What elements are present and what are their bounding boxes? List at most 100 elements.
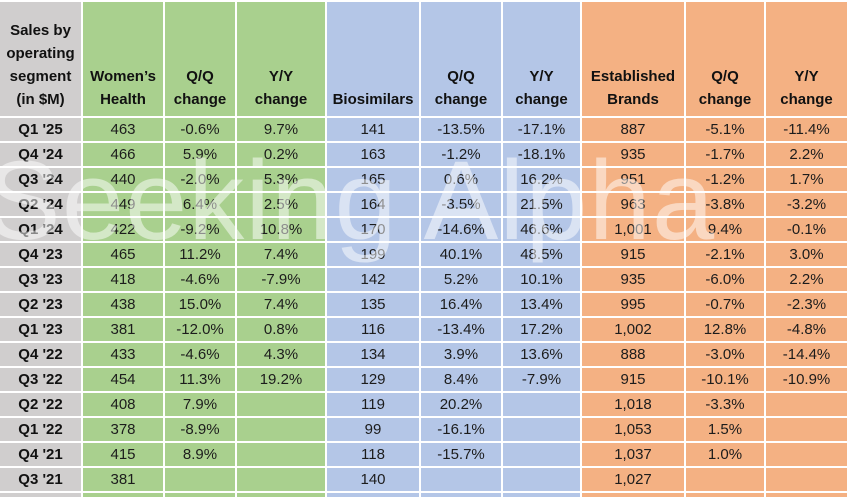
data-cell: 422: [83, 218, 163, 241]
data-cell: -1.2%: [686, 168, 764, 191]
col-header-biosimilars: Biosimilars: [327, 2, 419, 116]
data-cell: -14.4%: [766, 343, 847, 366]
row-label: Q4 '21: [0, 443, 81, 466]
data-cell: 3.0%: [766, 243, 847, 266]
data-cell: -0.7%: [686, 293, 764, 316]
data-cell: 16.4%: [421, 293, 501, 316]
data-cell: 418: [83, 268, 163, 291]
data-cell: 449: [83, 193, 163, 216]
data-cell: 433: [83, 343, 163, 366]
col-header-bio-qq-change: Q/Q change: [421, 2, 501, 116]
data-cell: 1,001: [582, 218, 684, 241]
data-cell: 915: [582, 243, 684, 266]
data-cell: 16.2%: [503, 168, 580, 191]
data-cell: 963: [582, 193, 684, 216]
data-cell: [237, 393, 325, 416]
data-cell: -3.5%: [421, 193, 501, 216]
data-cell: 163: [327, 143, 419, 166]
data-cell: 46.6%: [503, 218, 580, 241]
data-cell: 170: [327, 218, 419, 241]
data-cell: 48.5%: [503, 243, 580, 266]
data-cell: 7.9%: [165, 393, 235, 416]
data-cell: 9.4%: [686, 218, 764, 241]
data-cell: -0.1%: [766, 218, 847, 241]
data-cell: 4.3%: [237, 343, 325, 366]
data-cell: 11.2%: [165, 243, 235, 266]
data-cell: 0.6%: [421, 168, 501, 191]
data-cell: 2.2%: [766, 143, 847, 166]
data-cell: 8.9%: [165, 443, 235, 466]
data-cell: 10.8%: [237, 218, 325, 241]
col-header-wh-yy-change: Y/Y change: [237, 2, 325, 116]
data-cell: -10.9%: [766, 368, 847, 391]
data-cell: 1.0%: [686, 443, 764, 466]
data-cell: 164: [327, 193, 419, 216]
data-cell: [503, 443, 580, 466]
data-cell: 5.9%: [165, 143, 235, 166]
cutoff-row-cell: [766, 493, 847, 497]
data-cell: [165, 468, 235, 491]
data-cell: 7.4%: [237, 243, 325, 266]
data-cell: -7.9%: [237, 268, 325, 291]
data-cell: 1,002: [582, 318, 684, 341]
data-cell: [766, 443, 847, 466]
data-cell: 463: [83, 118, 163, 141]
data-cell: -18.1%: [503, 143, 580, 166]
row-label: Q4 '24: [0, 143, 81, 166]
data-cell: [421, 468, 501, 491]
data-cell: [237, 418, 325, 441]
row-label: Q2 '23: [0, 293, 81, 316]
data-cell: 887: [582, 118, 684, 141]
data-cell: 2.2%: [766, 268, 847, 291]
row-label: Q2 '24: [0, 193, 81, 216]
row-label: Q1 '23: [0, 318, 81, 341]
data-cell: 19.2%: [237, 368, 325, 391]
data-cell: 7.4%: [237, 293, 325, 316]
data-cell: [237, 468, 325, 491]
data-cell: 135: [327, 293, 419, 316]
data-cell: -15.7%: [421, 443, 501, 466]
data-cell: -17.1%: [503, 118, 580, 141]
data-cell: 1.7%: [766, 168, 847, 191]
cutoff-row-cell: [503, 493, 580, 497]
data-cell: 995: [582, 293, 684, 316]
data-cell: 3.9%: [421, 343, 501, 366]
data-cell: 1,053: [582, 418, 684, 441]
data-cell: 381: [83, 318, 163, 341]
col-header-bio-yy-change: Y/Y change: [503, 2, 580, 116]
data-cell: -6.0%: [686, 268, 764, 291]
data-cell: 915: [582, 368, 684, 391]
data-cell: [766, 418, 847, 441]
data-cell: [503, 468, 580, 491]
row-label: Q3 '22: [0, 368, 81, 391]
data-cell: 40.1%: [421, 243, 501, 266]
data-cell: -7.9%: [503, 368, 580, 391]
data-cell: 5.3%: [237, 168, 325, 191]
data-cell: -8.9%: [165, 418, 235, 441]
data-cell: 0.2%: [237, 143, 325, 166]
data-cell: 10.1%: [503, 268, 580, 291]
data-cell: -9.2%: [165, 218, 235, 241]
data-cell: -1.2%: [421, 143, 501, 166]
data-cell: 13.4%: [503, 293, 580, 316]
data-cell: 1.5%: [686, 418, 764, 441]
data-cell: -3.8%: [686, 193, 764, 216]
cutoff-row-cell: [686, 493, 764, 497]
data-cell: 116: [327, 318, 419, 341]
data-cell: -2.0%: [165, 168, 235, 191]
row-label: Q3 '21: [0, 468, 81, 491]
col-header-established-brands: Established Brands: [582, 2, 684, 116]
data-cell: -5.1%: [686, 118, 764, 141]
cutoff-row-cell: [421, 493, 501, 497]
data-cell: -16.1%: [421, 418, 501, 441]
data-cell: 1,037: [582, 443, 684, 466]
row-label: Q1 '24: [0, 218, 81, 241]
cutoff-row-cell: [327, 493, 419, 497]
data-cell: -4.6%: [165, 268, 235, 291]
data-cell: 1,027: [582, 468, 684, 491]
data-cell: 466: [83, 143, 163, 166]
data-cell: [503, 393, 580, 416]
data-cell: 118: [327, 443, 419, 466]
data-cell: 119: [327, 393, 419, 416]
